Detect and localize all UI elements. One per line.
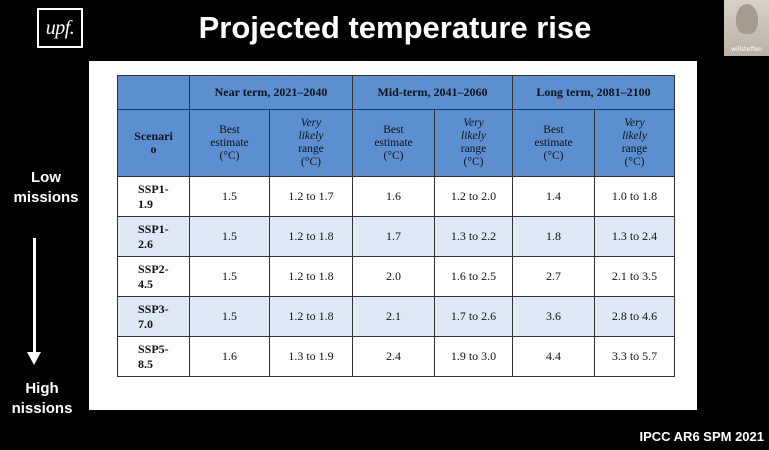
value-cell: 1.6 <box>189 336 270 377</box>
subheader-likely-range: Very likely range (°C) <box>594 109 676 177</box>
table-row: SSP1- 2.6 1.5 1.2 to 1.8 1.7 1.3 to 2.2 1.8 1.3… <box>117 216 676 257</box>
value-cell: 2.0 <box>352 256 435 297</box>
value-cell: 1.3 to 2.4 <box>594 216 676 257</box>
value-cell: 1.8 <box>512 216 596 257</box>
upf-logo: upf. <box>37 8 83 48</box>
value-cell: 4.4 <box>512 336 596 377</box>
table-row: SSP2- 4.5 1.5 1.2 to 1.8 2.0 1.6 to 2.5 2.7 2.1… <box>117 256 676 297</box>
value-cell: 2.1 to 3.5 <box>594 256 676 297</box>
value-cell: 1.2 to 1.8 <box>269 216 353 257</box>
value-cell: 1.5 <box>189 296 270 337</box>
subheader-range-unit: range (°C) <box>621 143 648 168</box>
value-cell: 1.2 to 1.7 <box>269 176 353 217</box>
scenario-cell: SSP5- 8.5 <box>117 336 190 377</box>
subheader-very-likely: Very likely <box>622 117 647 142</box>
subheader-best-estimate: Best estimate (°C) <box>352 109 435 177</box>
group-header-near: Near term, 2021–2040 <box>189 75 353 110</box>
value-cell: 1.9 to 3.0 <box>433 336 514 377</box>
value-cell: 1.7 to 2.6 <box>433 296 514 337</box>
table-row: SSP5- 8.5 1.6 1.3 to 1.9 2.4 1.9 to 3.0 4.4 3.3… <box>117 336 676 377</box>
value-cell: 1.6 to 2.5 <box>433 256 514 297</box>
subheader-range-unit: range (°C) <box>298 143 324 168</box>
value-cell: 1.7 <box>352 216 435 257</box>
value-cell: 1.2 to 1.8 <box>269 256 353 297</box>
value-cell: 1.0 to 1.8 <box>594 176 676 217</box>
value-cell: 3.6 <box>512 296 596 337</box>
value-cell: 1.3 to 1.9 <box>269 336 353 377</box>
scenario-cell: SSP1- 2.6 <box>117 216 190 257</box>
table-corner-cell <box>117 75 190 110</box>
subheader-likely-range: Very likely range (°C) <box>433 109 514 177</box>
value-cell: 2.1 <box>352 296 435 337</box>
table-body: SSP1- 1.9 1.5 1.2 to 1.7 1.6 1.2 to 2.0 1.4 1.0… <box>117 176 676 377</box>
high-emissions-label: High nissions <box>11 380 73 417</box>
slide-title: Projected temperature rise <box>198 10 592 45</box>
scenario-cell: SSP3- 7.0 <box>117 296 190 337</box>
participant-name: willsteffen <box>731 46 762 53</box>
value-cell: 3.3 to 5.7 <box>594 336 676 377</box>
subheader-best-estimate: Best estimate (°C) <box>189 109 270 177</box>
participant-avatar <box>736 4 758 34</box>
value-cell: 2.4 <box>352 336 435 377</box>
participant-video-thumbnail[interactable]: willsteffen <box>724 0 769 56</box>
temperature-table: Near term, 2021–2040 Mid-term, 2041–2060… <box>117 75 676 377</box>
value-cell: 1.3 to 2.2 <box>433 216 514 257</box>
value-cell: 1.5 <box>189 176 270 217</box>
group-header-mid: Mid-term, 2041–2060 <box>351 75 514 110</box>
value-cell: 1.2 to 2.0 <box>433 176 514 217</box>
down-arrow-icon <box>27 238 41 366</box>
table-row: SSP3- 7.0 1.5 1.2 to 1.8 2.1 1.7 to 2.6 3.6 2.8… <box>117 296 676 337</box>
subheader-very-likely: Very likely <box>298 117 324 142</box>
scenario-header: Scenari o <box>117 109 190 177</box>
source-citation: IPCC AR6 SPM 2021 <box>639 429 764 444</box>
value-cell: 2.7 <box>512 256 596 297</box>
subheader-likely-range: Very likely range (°C) <box>269 109 353 177</box>
scenario-cell: SSP2- 4.5 <box>117 256 190 297</box>
subheader-range-unit: range (°C) <box>460 143 487 168</box>
value-cell: 1.5 <box>189 256 270 297</box>
group-header-long: Long term, 2081–2100 <box>512 75 676 110</box>
subheader-very-likely: Very likely <box>461 117 486 142</box>
value-cell: 2.8 to 4.6 <box>594 296 676 337</box>
value-cell: 1.2 to 1.8 <box>269 296 353 337</box>
table-row: SSP1- 1.9 1.5 1.2 to 1.7 1.6 1.2 to 2.0 1.4 1.0… <box>117 176 676 217</box>
value-cell: 1.6 <box>352 176 435 217</box>
value-cell: 1.4 <box>512 176 596 217</box>
value-cell: 1.5 <box>189 216 270 257</box>
table-panel: Near term, 2021–2040 Mid-term, 2041–2060… <box>89 61 697 410</box>
low-emissions-label: Low missions <box>13 169 79 206</box>
scenario-cell: SSP1- 1.9 <box>117 176 190 217</box>
subheader-best-estimate: Best estimate (°C) <box>512 109 596 177</box>
